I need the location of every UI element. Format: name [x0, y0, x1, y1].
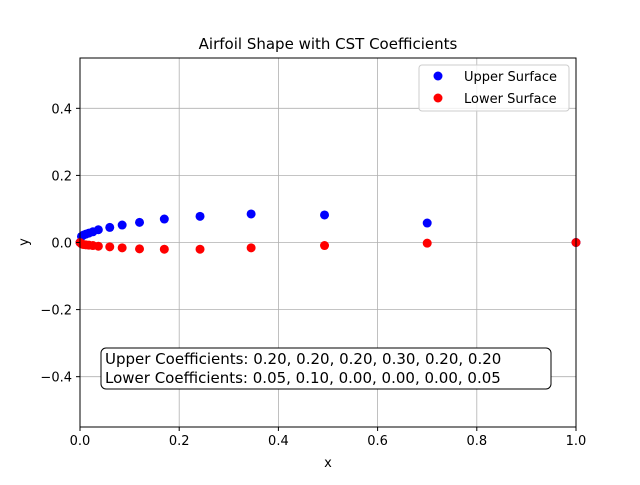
x-tick-label: 0.0: [70, 434, 91, 449]
upper-surface-point: [105, 222, 115, 232]
lower-surface-point: [93, 241, 103, 251]
lower-surface-point: [135, 244, 145, 254]
chart-title: Airfoil Shape with CST Coefficients: [199, 35, 458, 53]
data-points: [75, 209, 581, 254]
x-tick-label: 0.6: [367, 434, 388, 449]
annotation-lower-coefficients: Lower Coefficients: 0.05, 0.10, 0.00, 0.…: [105, 369, 501, 387]
legend-marker-lower: [433, 93, 443, 103]
y-tick-label: −0.2: [40, 304, 72, 319]
upper-surface-point: [422, 218, 432, 228]
lower-surface-point: [159, 244, 169, 254]
coefficient-annotation: Upper Coefficients: 0.20, 0.20, 0.20, 0.…: [100, 347, 552, 390]
y-axis-label: y: [17, 238, 32, 246]
x-tick-label: 1.0: [566, 434, 587, 449]
y-tick-label: 0.2: [51, 169, 72, 184]
upper-surface-point: [93, 225, 103, 235]
y-tick-label: 0.4: [51, 102, 72, 117]
lower-surface-point: [117, 243, 127, 253]
upper-surface-point: [135, 217, 145, 227]
legend-marker-upper: [433, 71, 443, 81]
y-tick-label: −0.4: [40, 371, 72, 386]
annotation-upper-coefficients: Upper Coefficients: 0.20, 0.20, 0.20, 0.…: [105, 350, 501, 368]
x-tick-label: 0.8: [466, 434, 487, 449]
upper-surface-point: [246, 209, 256, 219]
annotation-box: [100, 347, 552, 390]
lower-surface-point: [320, 241, 330, 251]
lower-surface-point: [195, 244, 205, 254]
lower-surface-point: [246, 243, 256, 253]
x-axis-label: x: [324, 456, 332, 471]
legend-box: [418, 64, 570, 112]
x-tick-label: 0.4: [268, 434, 289, 449]
axis-ticks: 0.0 0.2 0.4 0.6 0.8 1.0 −0.4 −0.2 0.0 0.2 0.4: [40, 102, 586, 449]
upper-surface-point: [195, 211, 205, 221]
lower-surface-point: [105, 242, 115, 252]
upper-surface-point: [117, 220, 127, 230]
lower-surface-point: [422, 238, 432, 248]
y-tick-label: 0.0: [51, 237, 72, 252]
x-tick-label: 0.2: [169, 434, 190, 449]
legend-label-lower: Lower Surface: [464, 92, 557, 107]
legend-label-upper: Upper Surface: [464, 70, 557, 85]
upper-surface-point: [159, 214, 169, 224]
legend: Upper Surface Lower Surface: [418, 64, 570, 112]
upper-surface-point: [320, 210, 330, 220]
